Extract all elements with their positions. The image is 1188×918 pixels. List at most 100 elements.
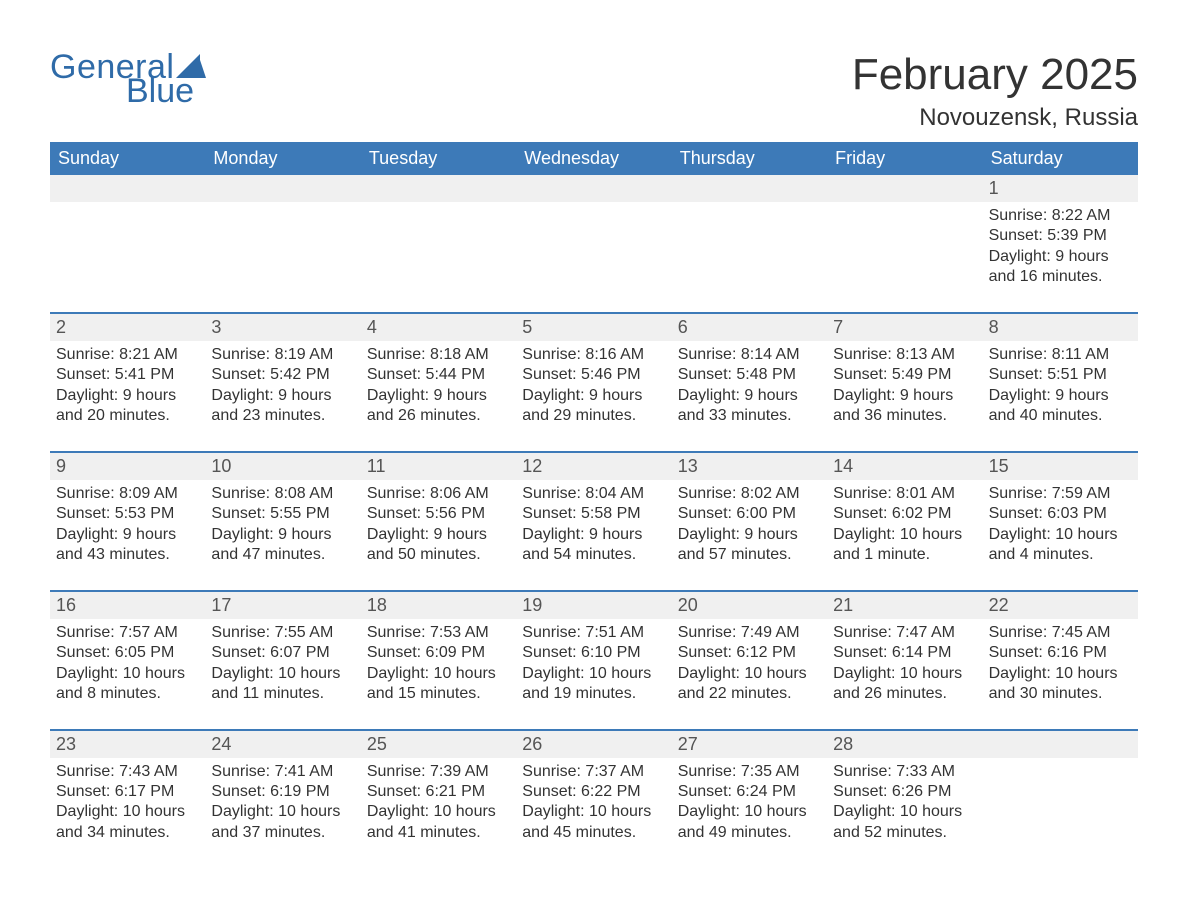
day-info-line: Daylight: 10 hours xyxy=(833,802,976,822)
day-cell xyxy=(983,758,1138,868)
day-info-line: Daylight: 10 hours xyxy=(989,525,1132,545)
day-cell: Sunrise: 7:45 AMSunset: 6:16 PMDaylight:… xyxy=(983,619,1138,729)
day-info-line: and 40 minutes. xyxy=(989,406,1132,426)
day-info-line: and 34 minutes. xyxy=(56,823,199,843)
day-info-line: Sunrise: 7:55 AM xyxy=(211,623,354,643)
day-cell: Sunrise: 7:49 AMSunset: 6:12 PMDaylight:… xyxy=(672,619,827,729)
day-info-line: Sunset: 5:42 PM xyxy=(211,365,354,385)
day-number xyxy=(672,175,827,202)
day-info-line: Daylight: 9 hours xyxy=(833,386,976,406)
day-info-line: Sunrise: 7:39 AM xyxy=(367,762,510,782)
day-info-line: Sunrise: 8:06 AM xyxy=(367,484,510,504)
title-block: February 2025 Novouzensk, Russia xyxy=(852,50,1138,136)
logo: General Blue xyxy=(50,50,206,108)
day-info-line: and 19 minutes. xyxy=(522,684,665,704)
day-number xyxy=(50,175,205,202)
day-info-line: and 41 minutes. xyxy=(367,823,510,843)
day-number: 10 xyxy=(205,451,360,480)
day-info-line: Sunrise: 7:51 AM xyxy=(522,623,665,643)
day-info-line: and 52 minutes. xyxy=(833,823,976,843)
day-number xyxy=(205,175,360,202)
day-info-line: Sunset: 6:10 PM xyxy=(522,643,665,663)
day-info-line: Sunrise: 8:02 AM xyxy=(678,484,821,504)
day-info-line: Daylight: 9 hours xyxy=(56,386,199,406)
day-cell: Sunrise: 8:02 AMSunset: 6:00 PMDaylight:… xyxy=(672,480,827,590)
day-info-line: Daylight: 10 hours xyxy=(522,802,665,822)
day-info-line: Sunset: 5:46 PM xyxy=(522,365,665,385)
day-number xyxy=(516,175,671,202)
day-number: 26 xyxy=(516,729,671,758)
day-info-line: Sunset: 6:07 PM xyxy=(211,643,354,663)
day-info-line: and 20 minutes. xyxy=(56,406,199,426)
day-info-line: Sunset: 5:53 PM xyxy=(56,504,199,524)
day-info-line: Sunrise: 8:11 AM xyxy=(989,345,1132,365)
day-cell: Sunrise: 7:39 AMSunset: 6:21 PMDaylight:… xyxy=(361,758,516,868)
day-number: 13 xyxy=(672,451,827,480)
day-info-line: Sunset: 6:21 PM xyxy=(367,782,510,802)
day-info-line: Daylight: 9 hours xyxy=(211,386,354,406)
day-cell xyxy=(516,202,671,312)
day-cell: Sunrise: 7:43 AMSunset: 6:17 PMDaylight:… xyxy=(50,758,205,868)
day-info-line: Sunrise: 8:18 AM xyxy=(367,345,510,365)
day-info-line: Daylight: 10 hours xyxy=(989,664,1132,684)
day-info-line: Sunrise: 7:35 AM xyxy=(678,762,821,782)
logo-text-blue: Blue xyxy=(126,74,206,108)
day-info-line: and 57 minutes. xyxy=(678,545,821,565)
day-number: 19 xyxy=(516,590,671,619)
day-info-line: Sunrise: 7:53 AM xyxy=(367,623,510,643)
day-info-line: Sunrise: 8:14 AM xyxy=(678,345,821,365)
day-number: 5 xyxy=(516,312,671,341)
day-cell: Sunrise: 7:35 AMSunset: 6:24 PMDaylight:… xyxy=(672,758,827,868)
day-info-line: Sunset: 5:55 PM xyxy=(211,504,354,524)
page-header: General Blue February 2025 Novouzensk, R… xyxy=(50,50,1138,136)
day-info-line: and 29 minutes. xyxy=(522,406,665,426)
day-info-line: and 49 minutes. xyxy=(678,823,821,843)
day-info-line: and 54 minutes. xyxy=(522,545,665,565)
day-info-line: Daylight: 9 hours xyxy=(522,525,665,545)
day-number: 4 xyxy=(361,312,516,341)
day-number: 14 xyxy=(827,451,982,480)
weekday-header: Friday xyxy=(827,142,982,175)
day-info-line: Daylight: 9 hours xyxy=(56,525,199,545)
day-info-line: Sunset: 5:51 PM xyxy=(989,365,1132,385)
day-cell: Sunrise: 8:21 AMSunset: 5:41 PMDaylight:… xyxy=(50,341,205,451)
day-info-line: Sunrise: 8:09 AM xyxy=(56,484,199,504)
day-info-line: Sunset: 6:09 PM xyxy=(367,643,510,663)
day-info-line: Daylight: 10 hours xyxy=(367,664,510,684)
day-info-line: Sunrise: 7:33 AM xyxy=(833,762,976,782)
weekday-header: Tuesday xyxy=(361,142,516,175)
day-number: 17 xyxy=(205,590,360,619)
day-info-line: and 8 minutes. xyxy=(56,684,199,704)
day-info-line: and 26 minutes. xyxy=(833,684,976,704)
day-cell: Sunrise: 7:57 AMSunset: 6:05 PMDaylight:… xyxy=(50,619,205,729)
day-info-line: Sunset: 6:14 PM xyxy=(833,643,976,663)
day-info-line: Daylight: 9 hours xyxy=(522,386,665,406)
day-info-line: Sunset: 6:00 PM xyxy=(678,504,821,524)
day-info-line: Daylight: 9 hours xyxy=(211,525,354,545)
day-number: 3 xyxy=(205,312,360,341)
day-info-line: and 37 minutes. xyxy=(211,823,354,843)
weekday-header: Saturday xyxy=(983,142,1138,175)
day-number: 25 xyxy=(361,729,516,758)
day-info-line: Daylight: 9 hours xyxy=(678,386,821,406)
day-cell: Sunrise: 7:37 AMSunset: 6:22 PMDaylight:… xyxy=(516,758,671,868)
day-cell: Sunrise: 8:09 AMSunset: 5:53 PMDaylight:… xyxy=(50,480,205,590)
day-info-line: and 11 minutes. xyxy=(211,684,354,704)
day-info-line: Daylight: 9 hours xyxy=(367,386,510,406)
day-cell: Sunrise: 7:55 AMSunset: 6:07 PMDaylight:… xyxy=(205,619,360,729)
day-info-line: Sunset: 5:41 PM xyxy=(56,365,199,385)
day-info-line: Sunrise: 7:37 AM xyxy=(522,762,665,782)
day-info-line: Daylight: 10 hours xyxy=(367,802,510,822)
day-number: 12 xyxy=(516,451,671,480)
day-number: 18 xyxy=(361,590,516,619)
day-info-line: and 30 minutes. xyxy=(989,684,1132,704)
day-info-line: Sunrise: 7:45 AM xyxy=(989,623,1132,643)
day-info-line: Daylight: 9 hours xyxy=(989,386,1132,406)
day-info-line: Sunset: 6:22 PM xyxy=(522,782,665,802)
day-info-line: Sunset: 6:02 PM xyxy=(833,504,976,524)
day-info-line: and 33 minutes. xyxy=(678,406,821,426)
weekday-header: Monday xyxy=(205,142,360,175)
day-cell: Sunrise: 8:11 AMSunset: 5:51 PMDaylight:… xyxy=(983,341,1138,451)
day-info-line: Sunset: 6:19 PM xyxy=(211,782,354,802)
day-info-line: Sunset: 6:24 PM xyxy=(678,782,821,802)
